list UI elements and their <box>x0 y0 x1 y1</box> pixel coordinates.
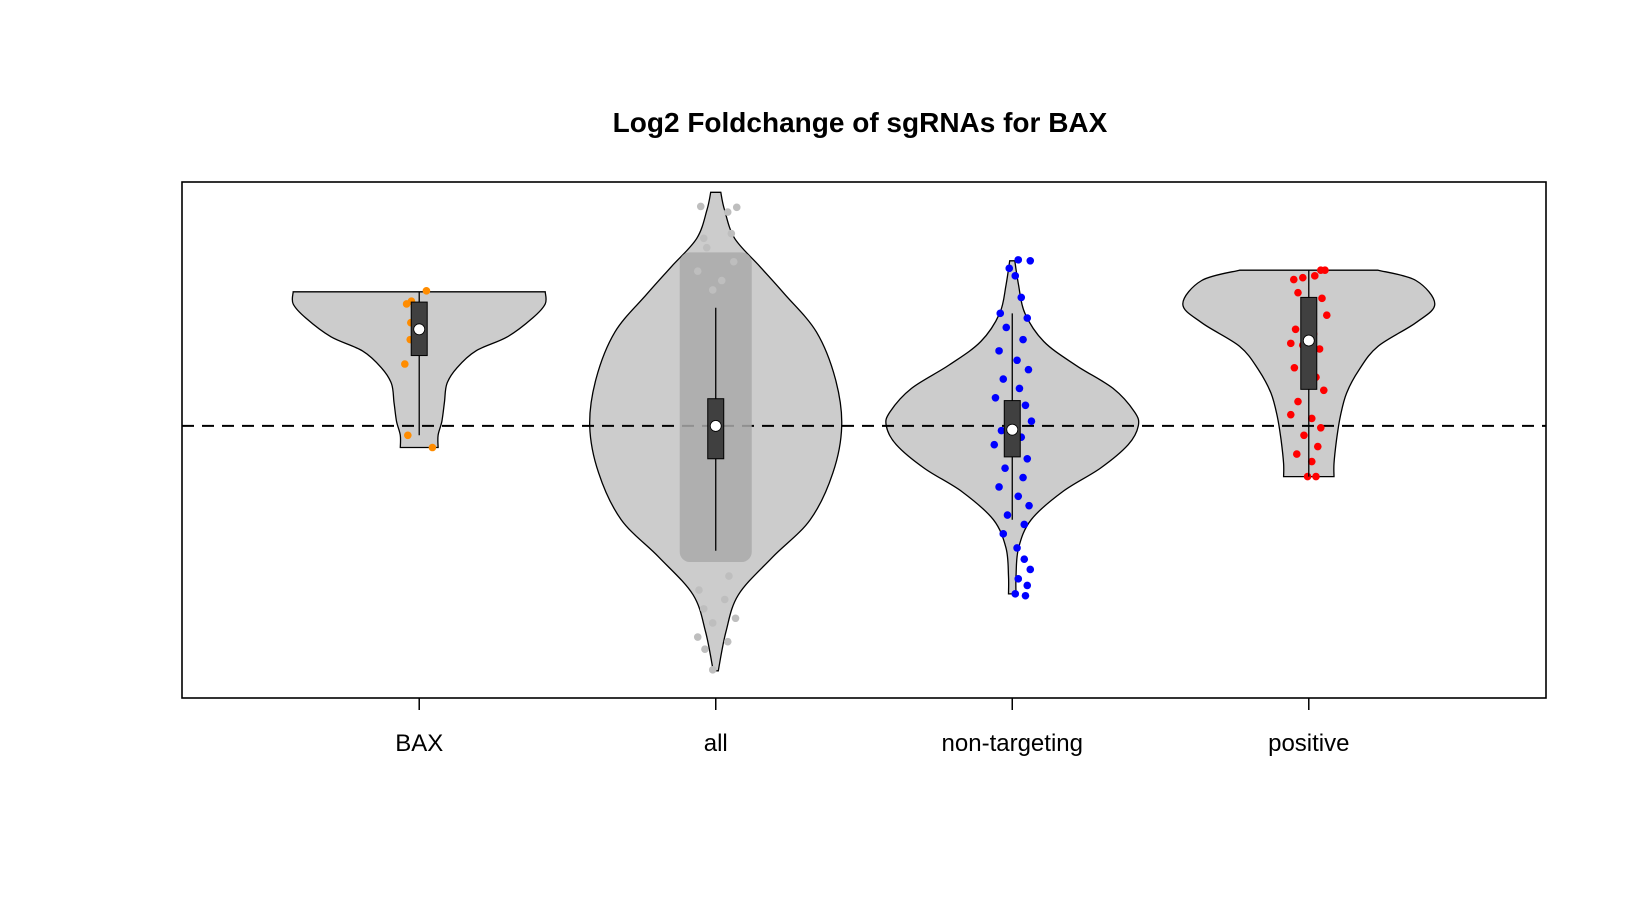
data-point-positive <box>1321 266 1329 274</box>
data-point-all <box>695 586 703 594</box>
data-point-positive <box>1307 414 1316 423</box>
data-point-non-targeting <box>1014 575 1023 583</box>
data-point-positive <box>1291 325 1300 334</box>
data-point-positive <box>1286 410 1295 419</box>
data-point-positive <box>1313 442 1322 451</box>
data-point-non-targeting <box>990 440 999 449</box>
data-point-positive <box>1292 450 1301 458</box>
data-point-non-targeting <box>1021 591 1030 600</box>
data-point-positive <box>1310 272 1319 280</box>
data-point-non-targeting <box>1026 565 1035 574</box>
data-point-non-targeting <box>1014 256 1023 264</box>
chart-title: Log2 Foldchange of sgRNAs for BAX <box>613 107 1108 138</box>
data-point-positive <box>1322 311 1331 320</box>
data-point-non-targeting <box>1023 581 1032 590</box>
data-point-all <box>720 595 729 604</box>
data-point-non-targeting <box>999 530 1008 538</box>
data-point-all <box>727 229 736 238</box>
data-point-positive <box>1298 273 1307 282</box>
data-point-bax <box>428 443 437 452</box>
median-marker-bax <box>413 323 426 336</box>
data-point-all <box>725 572 733 580</box>
data-point-non-targeting <box>1001 464 1009 472</box>
data-point-non-targeting <box>1011 272 1020 280</box>
x-tick-label-all: all <box>704 730 728 757</box>
data-point-non-targeting <box>1020 520 1029 529</box>
data-point-non-targeting <box>1020 555 1029 563</box>
plot-frame <box>181 181 1547 699</box>
data-point-positive <box>1307 457 1316 466</box>
data-point-all <box>729 257 738 266</box>
data-point-all <box>693 267 702 275</box>
data-point-all <box>693 633 702 641</box>
data-point-all <box>708 286 717 294</box>
data-point-non-targeting <box>1026 257 1035 265</box>
data-point-non-targeting <box>1013 544 1021 552</box>
data-point-positive <box>1286 339 1295 348</box>
data-point-all <box>702 243 711 252</box>
data-point-positive <box>1319 386 1328 395</box>
data-point-all <box>731 614 740 623</box>
data-point-non-targeting <box>1019 335 1027 344</box>
x-tick-label-bax: BAX <box>395 730 443 757</box>
data-point-positive <box>1303 472 1312 481</box>
x-axis: BAX all non-targeting positive <box>395 698 1349 757</box>
data-point-positive <box>1290 363 1299 372</box>
data-point-all <box>723 208 732 216</box>
violin-layer <box>291 191 1436 672</box>
data-point-non-targeting <box>999 375 1008 383</box>
data-point-non-targeting <box>995 347 1003 355</box>
data-point-all <box>699 605 708 613</box>
data-point-non-targeting <box>1005 264 1014 273</box>
data-point-non-targeting <box>1019 473 1027 482</box>
data-point-non-targeting <box>1011 590 1020 598</box>
data-point-positive <box>1318 294 1326 303</box>
x-tick-label-non-targeting: non-targeting <box>942 730 1083 757</box>
data-point-non-targeting <box>1021 401 1030 410</box>
median-marker-non-targeting <box>1006 423 1019 436</box>
box-and-points-layer <box>401 202 1331 674</box>
data-point-all <box>723 637 732 646</box>
data-point-positive <box>1315 345 1324 353</box>
data-point-non-targeting <box>997 426 1006 435</box>
data-point-non-targeting <box>1027 417 1036 426</box>
data-point-bax <box>401 360 409 368</box>
data-point-non-targeting <box>1002 323 1011 332</box>
data-point-non-targeting <box>1013 356 1021 365</box>
median-marker-all <box>709 420 722 432</box>
data-point-non-targeting <box>1023 314 1032 322</box>
x-tick-label-positive: positive <box>1268 730 1349 757</box>
data-point-positive <box>1294 288 1302 297</box>
data-point-non-targeting <box>996 309 1005 318</box>
data-point-non-targeting <box>1025 501 1033 510</box>
data-point-all <box>701 645 709 654</box>
data-point-all <box>708 619 717 627</box>
data-point-all <box>699 234 708 243</box>
data-point-positive <box>1316 424 1325 432</box>
data-point-all <box>696 202 705 211</box>
data-point-all <box>717 276 726 285</box>
data-point-positive <box>1289 275 1298 284</box>
data-point-positive <box>1294 397 1302 406</box>
data-point-non-targeting <box>995 483 1003 491</box>
data-point-non-targeting <box>1024 365 1033 374</box>
data-point-all <box>732 203 741 212</box>
data-point-bax <box>422 287 431 295</box>
data-point-positive <box>1312 472 1320 481</box>
data-point-non-targeting <box>1015 384 1024 393</box>
data-point-non-targeting <box>1014 492 1023 501</box>
data-point-bax <box>404 431 412 440</box>
data-point-non-targeting <box>991 393 1000 402</box>
data-point-non-targeting <box>1017 293 1026 302</box>
data-point-non-targeting <box>1003 511 1012 519</box>
median-marker-positive <box>1302 334 1315 347</box>
data-point-positive <box>1300 431 1308 440</box>
data-point-all <box>708 666 717 674</box>
data-point-non-targeting <box>1023 454 1032 463</box>
